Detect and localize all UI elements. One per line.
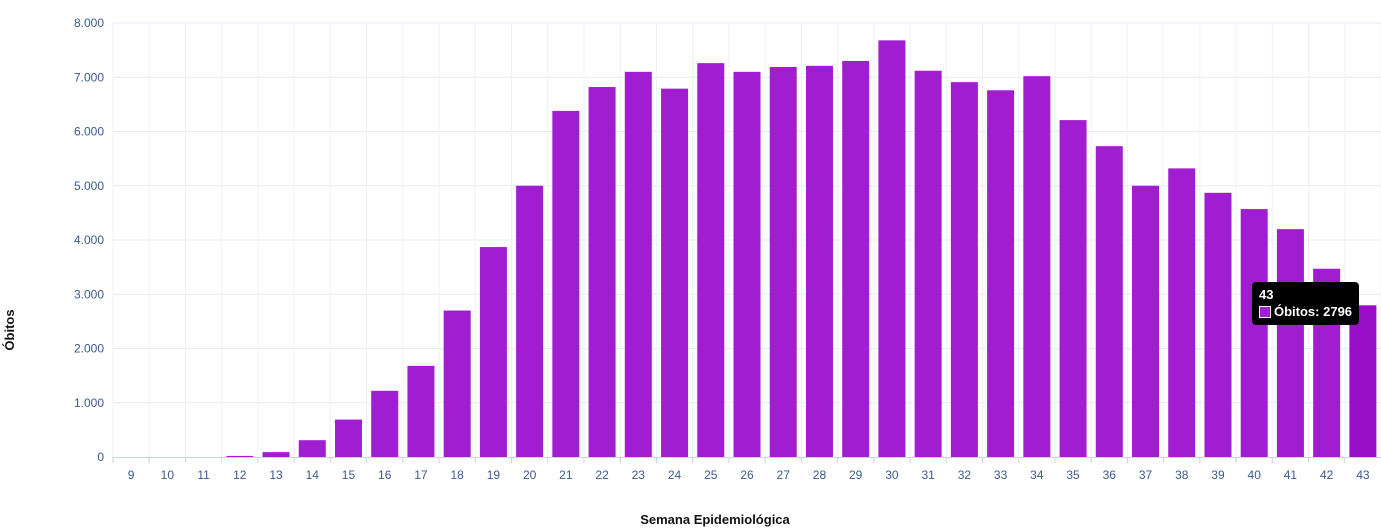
bar-week-17[interactable] (407, 365, 435, 457)
bar-week-41[interactable] (1276, 229, 1304, 457)
y-tick-label: 3.000 (74, 287, 104, 301)
bar-week-24[interactable] (661, 88, 689, 457)
y-tick-label: 4.000 (74, 233, 104, 247)
x-tick-label: 11 (197, 468, 210, 482)
x-tick-label: 38 (1175, 468, 1189, 482)
bar-week-21[interactable] (552, 110, 580, 457)
x-tick-label: 28 (813, 468, 827, 482)
bar-week-33[interactable] (987, 90, 1015, 458)
x-tick-label: 27 (777, 468, 791, 482)
tooltip-category: 43 (1259, 287, 1274, 302)
x-tick-label: 25 (704, 468, 718, 482)
bar-week-35[interactable] (1059, 120, 1087, 458)
bar-series-obitos (226, 40, 1377, 458)
x-tick-label: 37 (1139, 468, 1153, 482)
bar-week-23[interactable] (624, 71, 652, 457)
x-axis (112, 457, 1381, 463)
bar-week-16[interactable] (371, 390, 399, 457)
x-tick-label: 30 (885, 468, 899, 482)
bar-week-30[interactable] (878, 40, 906, 458)
bar-week-40[interactable] (1240, 209, 1268, 457)
x-tick-label: 40 (1248, 468, 1262, 482)
x-tick-label: 20 (523, 468, 537, 482)
x-axis-ticks: 9 10 11 12 13 14 15 16 17 18 19 20 21 22 23 24 25 26 27 28 2… (128, 468, 1370, 482)
bar-week-32[interactable] (950, 82, 978, 457)
x-tick-label: 22 (595, 468, 609, 482)
x-tick-label: 10 (161, 468, 175, 482)
x-tick-label: 23 (632, 468, 646, 482)
x-tick-label: 13 (269, 468, 283, 482)
bar-week-26[interactable] (733, 71, 761, 457)
y-tick-label: 7.000 (74, 70, 104, 84)
x-tick-label: 43 (1356, 468, 1370, 482)
bar-week-12[interactable] (226, 455, 254, 457)
x-tick-label: 34 (1030, 468, 1044, 482)
x-tick-label: 18 (450, 468, 464, 482)
x-tick-label: 26 (740, 468, 754, 482)
bar-week-39[interactable] (1204, 192, 1232, 458)
x-tick-label: 24 (668, 468, 682, 482)
bar-week-13[interactable] (262, 452, 290, 457)
grid-lines (112, 22, 1381, 457)
bar-tooltip: 43 Óbitos: 2796 (1252, 282, 1360, 325)
bar-week-31[interactable] (914, 70, 942, 458)
y-tick-label: 1.000 (74, 396, 104, 410)
bar-week-38[interactable] (1168, 168, 1196, 457)
bar-week-14[interactable] (298, 440, 326, 457)
bar-week-28[interactable] (805, 65, 833, 458)
x-tick-label: 42 (1320, 468, 1334, 482)
tooltip-value: Óbitos: 2796 (1274, 304, 1353, 319)
x-tick-label: 29 (849, 468, 863, 482)
x-tick-label: 17 (414, 468, 428, 482)
y-axis-title: Óbitos (2, 309, 17, 350)
bar-week-19[interactable] (479, 247, 507, 457)
y-tick-label: 5.000 (74, 179, 104, 193)
x-tick-label: 14 (306, 468, 320, 482)
bar-week-34[interactable] (1023, 76, 1051, 457)
x-tick-label: 36 (1103, 468, 1117, 482)
y-tick-label: 0 (97, 450, 104, 464)
y-tick-label: 6.000 (74, 125, 104, 139)
x-tick-label: 41 (1284, 468, 1298, 482)
x-tick-label: 33 (994, 468, 1008, 482)
bar-week-36[interactable] (1095, 146, 1123, 457)
x-tick-label: 12 (233, 468, 247, 482)
x-tick-label: 39 (1211, 468, 1225, 482)
x-tick-label: 9 (128, 468, 135, 482)
bar-week-29[interactable] (842, 60, 870, 457)
x-axis-title: Semana Epidemiológica (640, 512, 790, 527)
bar-week-37[interactable] (1132, 185, 1160, 457)
y-tick-label: 2.000 (74, 342, 104, 356)
x-tick-label: 35 (1066, 468, 1080, 482)
bar-week-20[interactable] (516, 185, 544, 457)
y-tick-label: 8.000 (74, 16, 104, 30)
x-tick-label: 15 (342, 468, 356, 482)
bar-week-18[interactable] (443, 310, 471, 457)
bar-week-15[interactable] (334, 419, 362, 457)
x-tick-label: 16 (378, 468, 392, 482)
bar-week-27[interactable] (769, 66, 797, 457)
x-tick-label: 32 (958, 468, 972, 482)
tooltip-row: Óbitos: 2796 (1259, 303, 1352, 320)
bar-week-25[interactable] (697, 63, 725, 458)
bar-week-43[interactable] (1349, 305, 1377, 457)
x-tick-label: 31 (921, 468, 935, 482)
x-tick-label: 19 (487, 468, 501, 482)
x-tick-label: 21 (559, 468, 573, 482)
bar-week-22[interactable] (588, 87, 616, 457)
tooltip-swatch (1259, 305, 1271, 318)
y-axis-ticks: 0 1.000 2.000 3.000 4.000 5.000 6.000 7.000 8.00… (74, 16, 104, 464)
